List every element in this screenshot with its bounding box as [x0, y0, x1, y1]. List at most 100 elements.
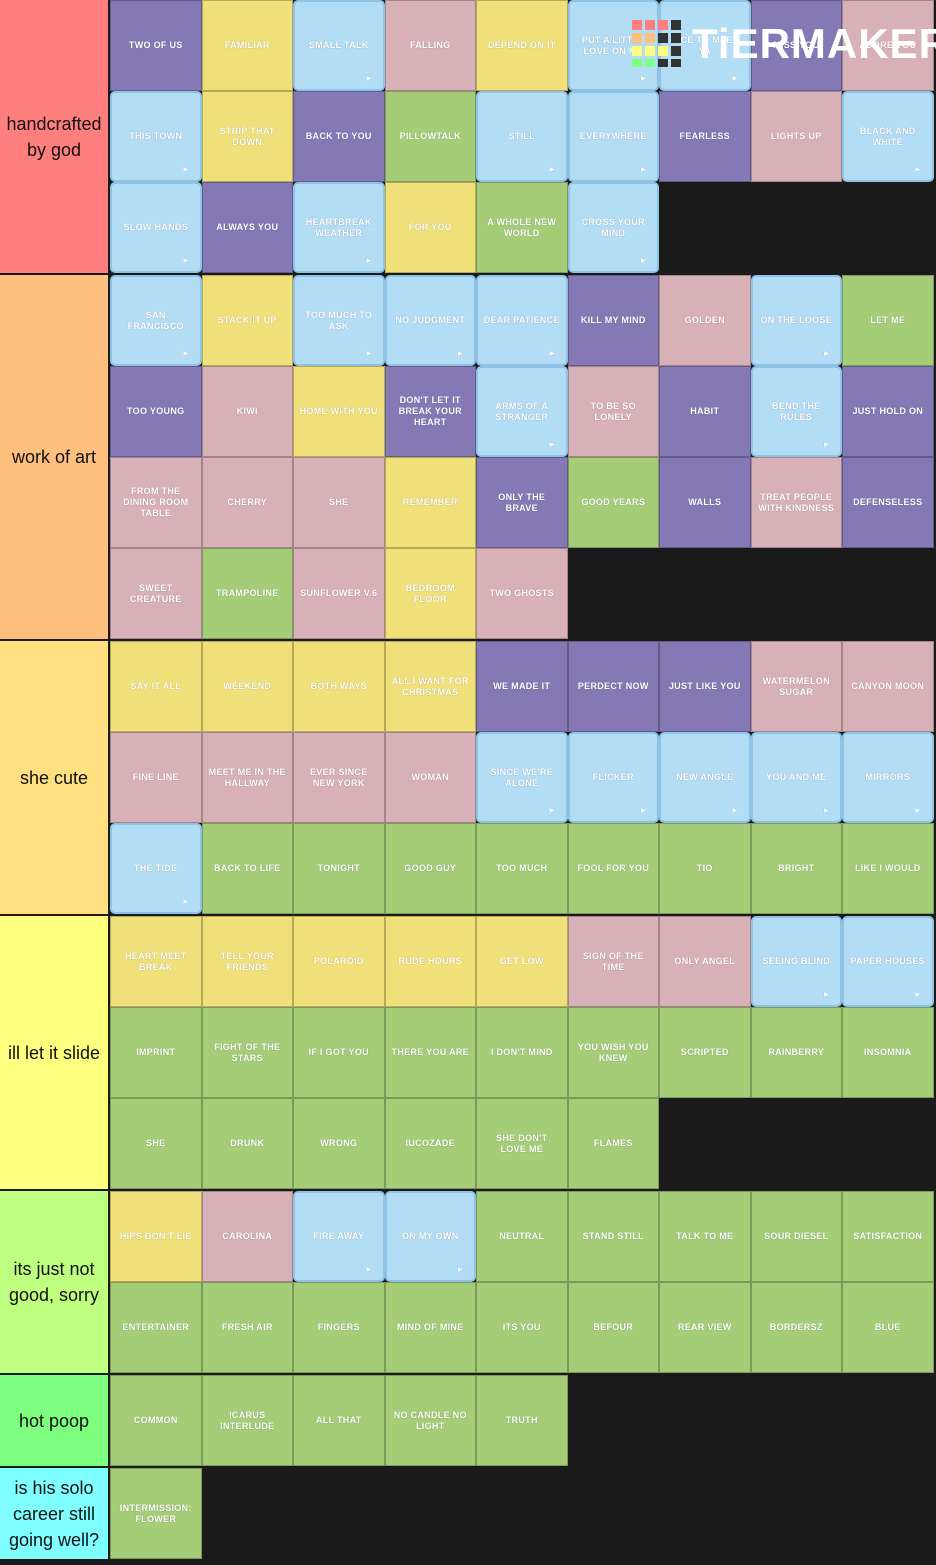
song-tile[interactable]: TALK TO ME: [659, 1191, 751, 1282]
song-tile[interactable]: WEEKEND: [201, 641, 293, 732]
song-tile[interactable]: ICARUS INTERLUDE: [201, 1375, 293, 1466]
song-tile[interactable]: ALL I WANT FOR CHRISTMAS: [384, 641, 476, 732]
song-tile[interactable]: GOOD GUY: [384, 823, 476, 914]
song-tile[interactable]: SOUR DIESEL: [750, 1191, 842, 1282]
song-tile[interactable]: DEFENSELESS: [842, 457, 934, 548]
song-tile[interactable]: TWO GHOSTS: [476, 548, 568, 639]
song-tile[interactable]: ▶ FLICKER: [567, 732, 659, 823]
song-tile[interactable]: STACK IT UP: [201, 275, 293, 366]
song-tile[interactable]: IF I GOT YOU: [293, 1007, 385, 1098]
song-tile[interactable]: BORDERSZ: [750, 1282, 842, 1373]
song-tile[interactable]: ▶ SINCE WE'RE ALONE: [476, 732, 568, 823]
song-tile[interactable]: EVER SINCE NEW YORK: [293, 732, 385, 823]
song-tile[interactable]: ▶ BEND THE RULES: [750, 366, 842, 457]
song-tile[interactable]: MEET ME IN THE HALLWAY: [201, 732, 293, 823]
song-tile[interactable]: SWEET CREATURE: [110, 548, 202, 639]
song-tile[interactable]: GOOD YEARS: [567, 457, 659, 548]
song-tile[interactable]: ▶ NICE TO MEET YA: [659, 0, 751, 91]
song-tile[interactable]: BRIGHT: [750, 823, 842, 914]
song-tile[interactable]: ▶ SEEING BLIND: [750, 916, 842, 1007]
song-tile[interactable]: IMPRINT: [110, 1007, 202, 1098]
song-tile[interactable]: JUST LIKE YOU: [659, 641, 751, 732]
song-tile[interactable]: COMMON: [110, 1375, 202, 1466]
song-tile[interactable]: ▶ MIRRORS: [842, 732, 934, 823]
song-tile[interactable]: SUNFLOWER V.6: [293, 548, 385, 639]
song-tile[interactable]: SATISFACTION: [842, 1191, 934, 1282]
song-tile[interactable]: I DON'T MIND: [476, 1007, 568, 1098]
song-tile[interactable]: ALL THAT: [293, 1375, 385, 1466]
song-tile[interactable]: FROM THE DINING ROOM TABLE: [110, 457, 202, 548]
song-tile[interactable]: ▶ THIS TOWN: [110, 91, 202, 182]
song-tile[interactable]: BEDROOM FLOOR: [384, 548, 476, 639]
song-tile[interactable]: CAROLINA: [201, 1191, 293, 1282]
song-tile[interactable]: TOO MUCH: [476, 823, 568, 914]
song-tile[interactable]: SCRIPTED: [659, 1007, 751, 1098]
song-tile[interactable]: REMEMBER: [384, 457, 476, 548]
song-tile[interactable]: TRAMPOLINE: [201, 548, 293, 639]
song-tile[interactable]: TIO: [659, 823, 751, 914]
song-tile[interactable]: NEUTRAL: [476, 1191, 568, 1282]
song-tile[interactable]: DON'T LET IT BREAK YOUR HEART: [384, 366, 476, 457]
song-tile[interactable]: ▶ TOO MUCH TO ASK: [293, 275, 385, 366]
song-tile[interactable]: ▶ SMALL TALK: [293, 0, 385, 91]
song-tile[interactable]: DEPEND ON IT: [476, 0, 568, 91]
song-tile[interactable]: ▶ ARMS OF A STRANGER: [476, 366, 568, 457]
song-tile[interactable]: FEARLESS: [659, 91, 751, 182]
song-tile[interactable]: ▶ YOU AND ME: [750, 732, 842, 823]
song-tile[interactable]: LIKE I WOULD: [842, 823, 934, 914]
song-tile[interactable]: SIGN OF THE TIME: [567, 916, 659, 1007]
song-tile[interactable]: BACK TO YOU: [293, 91, 385, 182]
song-tile[interactable]: FIGHT OF THE STARS: [201, 1007, 293, 1098]
song-tile[interactable]: DRUNK: [201, 1098, 293, 1189]
song-tile[interactable]: ONLY THE BRAVE: [476, 457, 568, 548]
song-tile[interactable]: TREAT PEOPLE WITH KINDNESS: [750, 457, 842, 548]
song-tile[interactable]: ADORE YOU: [842, 0, 934, 91]
song-tile[interactable]: THERE YOU ARE: [384, 1007, 476, 1098]
song-tile[interactable]: IUCOZADE: [384, 1098, 476, 1189]
song-tile[interactable]: WALLS: [659, 457, 751, 548]
song-tile[interactable]: MIND OF MINE: [384, 1282, 476, 1373]
song-tile[interactable]: YOU WISH YOU KNEW: [567, 1007, 659, 1098]
song-tile[interactable]: TO BE SO LONELY: [567, 366, 659, 457]
song-tile[interactable]: KILL MY MIND: [567, 275, 659, 366]
song-tile[interactable]: POLAROID: [293, 916, 385, 1007]
song-tile[interactable]: BACK TO LIFE: [201, 823, 293, 914]
song-tile[interactable]: REAR VIEW: [659, 1282, 751, 1373]
song-tile[interactable]: FRESH AIR: [201, 1282, 293, 1373]
song-tile[interactable]: ▶ SAN FRANCISCO: [110, 275, 202, 366]
song-tile[interactable]: SHE: [293, 457, 385, 548]
song-tile[interactable]: FLAMES: [567, 1098, 659, 1189]
song-tile[interactable]: JUST HOLD ON: [842, 366, 934, 457]
song-tile[interactable]: MISS YOU: [750, 0, 842, 91]
song-tile[interactable]: ▶ PUT A LITTLE LOVE ON ME: [567, 0, 659, 91]
song-tile[interactable]: ▶ ON MY OWN: [384, 1191, 476, 1282]
song-tile[interactable]: SHE DON'T LOVE ME: [476, 1098, 568, 1189]
song-tile[interactable]: TRUTH: [476, 1375, 568, 1466]
song-tile[interactable]: SAY IT ALL: [110, 641, 202, 732]
song-tile[interactable]: GET LOW: [476, 916, 568, 1007]
song-tile[interactable]: CANYON MOON: [842, 641, 934, 732]
song-tile[interactable]: RUDE HOURS: [384, 916, 476, 1007]
song-tile[interactable]: ALWAYS YOU: [201, 182, 293, 273]
song-tile[interactable]: FOOL FOR YOU: [567, 823, 659, 914]
song-tile[interactable]: TONIGHT: [293, 823, 385, 914]
song-tile[interactable]: ▶ CROSS YOUR MIND: [567, 182, 659, 273]
song-tile[interactable]: KIWI: [201, 366, 293, 457]
song-tile[interactable]: PERDECT NOW: [567, 641, 659, 732]
song-tile[interactable]: TOO YOUNG: [110, 366, 202, 457]
song-tile[interactable]: ▶ NO JUDGMENT: [384, 275, 476, 366]
song-tile[interactable]: PILLOWTALK: [384, 91, 476, 182]
song-tile[interactable]: FAMILIAR: [201, 0, 293, 91]
song-tile[interactable]: BOTH WAYS: [293, 641, 385, 732]
song-tile[interactable]: ▶ HEARTBREAK WEATHER: [293, 182, 385, 273]
song-tile[interactable]: STRIP THAT DOWN: [201, 91, 293, 182]
song-tile[interactable]: ▶ DEAR PATIENCE: [476, 275, 568, 366]
song-tile[interactable]: WRONG: [293, 1098, 385, 1189]
song-tile[interactable]: WOMAN: [384, 732, 476, 823]
song-tile[interactable]: STAND STILL: [567, 1191, 659, 1282]
song-tile[interactable]: ▶ BLACK AND WHITE: [842, 91, 934, 182]
song-tile[interactable]: ▶ NEW ANGLE: [659, 732, 751, 823]
song-tile[interactable]: HEART MEET BREAK: [110, 916, 202, 1007]
song-tile[interactable]: TWO OF US: [110, 0, 202, 91]
song-tile[interactable]: ▶ STILL: [476, 91, 568, 182]
